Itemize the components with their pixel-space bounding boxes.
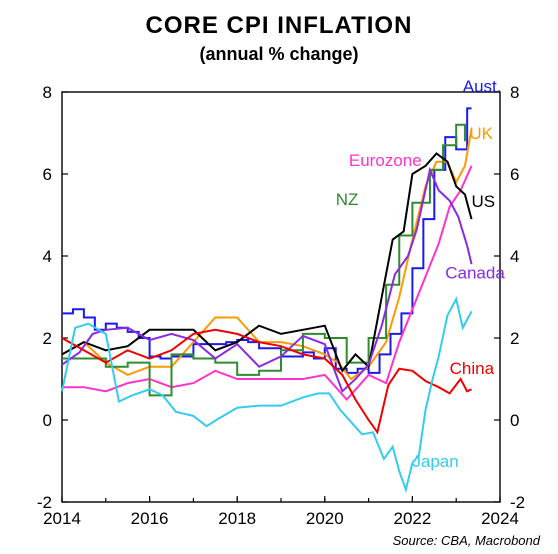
y-tick-label-left: 8	[43, 83, 52, 102]
y-tick-label-left: 4	[43, 247, 52, 266]
chart-plot: -2-20022446688201420162018202020222024Au…	[0, 0, 558, 554]
x-tick-label: 2020	[306, 509, 344, 528]
y-tick-label-right: 8	[510, 83, 519, 102]
series-us	[62, 154, 472, 371]
chart-source: Source: CBA, Macrobond	[393, 533, 540, 548]
series-label-nz: NZ	[336, 190, 359, 209]
series-label-china: China	[450, 359, 495, 378]
series-eurozone	[62, 166, 472, 400]
x-tick-label: 2016	[131, 509, 169, 528]
series-label-japan: Japan	[412, 452, 458, 471]
x-tick-label: 2018	[218, 509, 256, 528]
plot-border	[62, 92, 500, 502]
series-label-uk: UK	[469, 124, 493, 143]
chart-subtitle: (annual % change)	[0, 44, 558, 65]
x-tick-label: 2022	[393, 509, 431, 528]
series-label-aust: Aust.	[463, 77, 502, 96]
series-label-canada: Canada	[445, 264, 505, 283]
series-label-us: US	[472, 192, 496, 211]
series-canada	[62, 170, 472, 391]
y-tick-label-right: 4	[510, 247, 519, 266]
series-aust	[62, 108, 472, 372]
y-tick-label-left: 6	[43, 165, 52, 184]
x-tick-label: 2014	[43, 509, 81, 528]
series-china	[62, 330, 472, 433]
series-label-eurozone: Eurozone	[349, 151, 422, 170]
y-tick-label-right: 0	[510, 411, 519, 430]
y-tick-label-right: 2	[510, 329, 519, 348]
y-tick-label-left: 0	[43, 411, 52, 430]
chart-title: CORE CPI INFLATION	[0, 12, 558, 40]
chart-container: CORE CPI INFLATION (annual % change) -2-…	[0, 0, 558, 554]
y-tick-label-left: 2	[43, 329, 52, 348]
x-tick-label: 2024	[481, 509, 519, 528]
y-tick-label-right: 6	[510, 165, 519, 184]
